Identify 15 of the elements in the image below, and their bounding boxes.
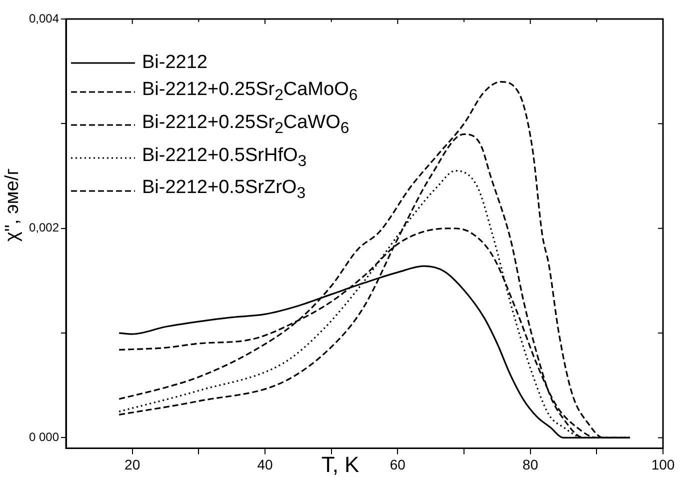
y-tick-label: 0 000: [28, 430, 60, 444]
legend-label: Bi-2212+0.5SrHfO$_{3}$: [142, 144, 307, 172]
x-tick-label: 60: [390, 456, 406, 472]
y-axis-title: χ'', эме/г: [2, 166, 24, 244]
y-tick-label: 0,004: [28, 11, 60, 26]
x-tick-label: 20: [124, 456, 140, 472]
legend-label: Bi-2212+0.25Sr$_{2}$CaMoO$_{6}$: [142, 78, 358, 106]
y-tick-label: 0,002: [28, 220, 60, 235]
x-tick-label: 40: [257, 456, 273, 472]
legend-label: Bi-2212+0.25Sr$_{2}$CaWO$_{6}$: [142, 110, 350, 139]
legend-label: Bi-2212+0.5SrZrO$_{3}$: [142, 176, 306, 204]
x-tick-label: 80: [522, 456, 538, 472]
legend-label: Bi-2212: [142, 51, 208, 75]
x-axis-title: T, K: [321, 452, 360, 477]
x-tick-label: 100: [651, 456, 675, 472]
